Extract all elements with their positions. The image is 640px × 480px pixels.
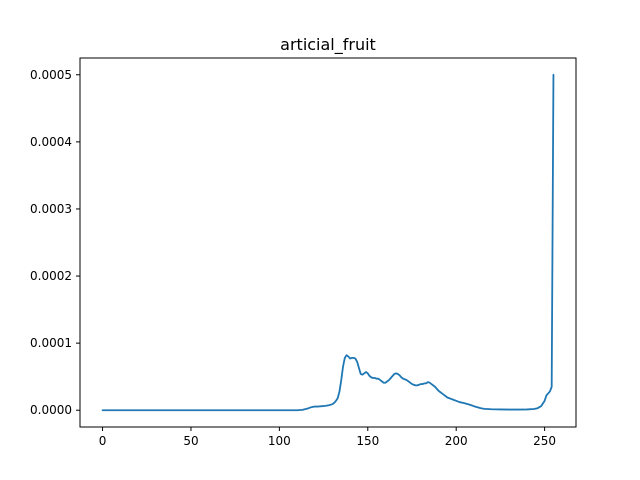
y-tick-label: 0.0004 — [30, 135, 72, 149]
plot-series — [101, 73, 555, 412]
x-tick-label: 50 — [183, 434, 198, 448]
y-tick-label: 0.0002 — [30, 269, 72, 283]
y-tick-label: 0.0003 — [30, 202, 72, 216]
series-line — [101, 73, 555, 412]
y-axis: 0.0000 0.0001 0.0002 0.0003 0.0004 0.0005 — [30, 68, 80, 417]
x-tick-label: 0 — [99, 434, 107, 448]
x-tick-label: 150 — [356, 434, 379, 448]
y-tick-label: 0.0005 — [30, 68, 72, 82]
x-tick-label: 100 — [268, 434, 291, 448]
x-tick-label: 200 — [445, 434, 468, 448]
y-tick-label: 0.0001 — [30, 336, 72, 350]
y-tick-label: 0.0000 — [30, 403, 72, 417]
x-tick-label: 250 — [533, 434, 556, 448]
x-axis: 0 50 100 150 200 250 — [99, 427, 556, 448]
chart-title: articial_fruit — [280, 35, 376, 55]
plot-frame — [79, 57, 577, 428]
